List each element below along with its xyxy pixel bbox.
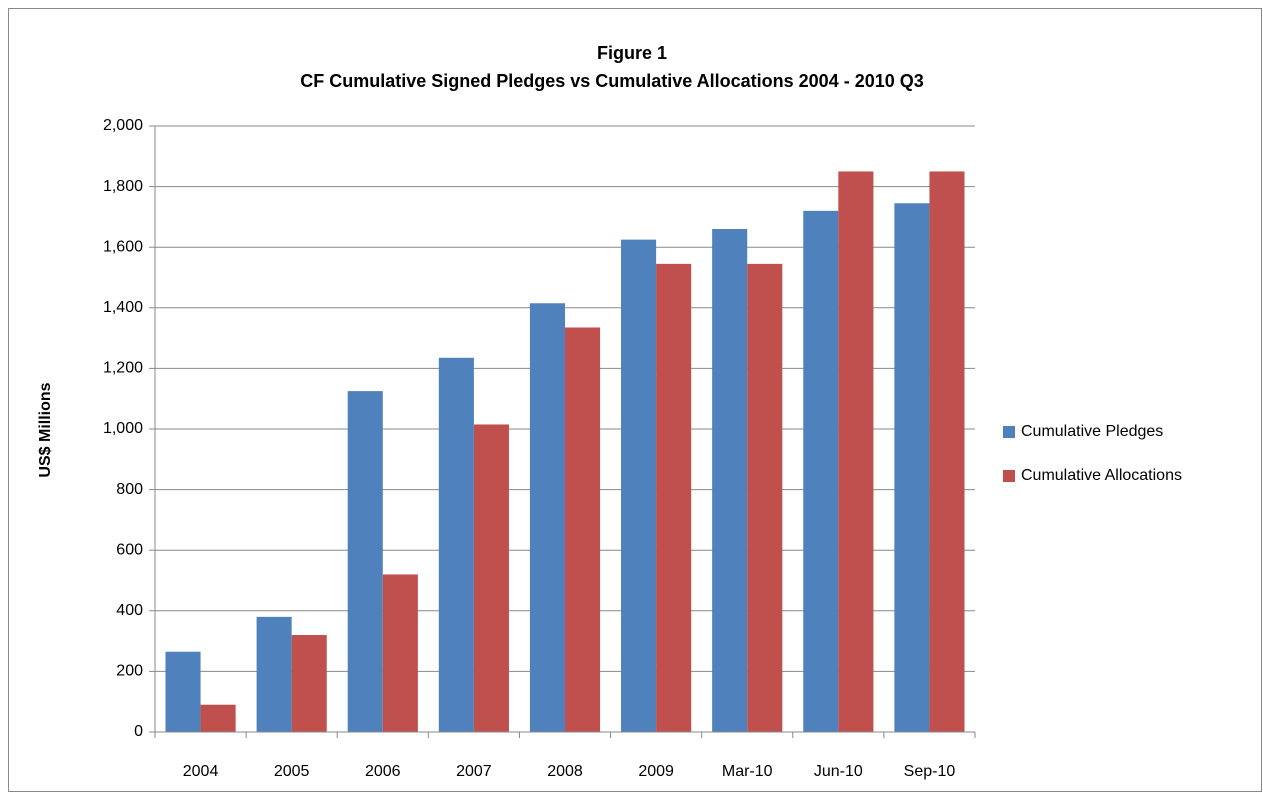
- y-tick-label: 2,000: [103, 117, 143, 134]
- x-tick-label: 2007: [456, 763, 492, 780]
- x-tick-label: Jun-10: [814, 763, 863, 780]
- y-tick-label: 1,200: [103, 360, 143, 377]
- bar: [894, 203, 930, 732]
- y-tick-label: 600: [116, 541, 143, 558]
- bar: [803, 210, 839, 733]
- bar: [621, 239, 657, 732]
- x-tick-label: 2008: [547, 763, 583, 780]
- bar: [165, 651, 201, 732]
- bar: [838, 171, 874, 732]
- x-tick-label: 2009: [638, 763, 674, 780]
- legend-swatch: [1003, 426, 1015, 438]
- bar: [747, 263, 783, 732]
- y-tick-label: 400: [116, 602, 143, 619]
- legend-label: Cumulative Pledges: [1021, 423, 1163, 440]
- bar: [256, 616, 292, 732]
- chart-title: Figure 1: [597, 43, 667, 63]
- y-axis-label: US$ Millions: [37, 382, 54, 477]
- x-tick-label: 2006: [365, 763, 401, 780]
- y-tick-label: 1,000: [103, 420, 143, 437]
- y-tick-label: 200: [116, 663, 143, 680]
- x-tick-label: 2004: [183, 763, 219, 780]
- y-tick-label: 1,600: [103, 238, 143, 255]
- y-tick-label: 800: [116, 481, 143, 498]
- y-tick-label: 1,800: [103, 178, 143, 195]
- legend-label: Cumulative Allocations: [1021, 467, 1182, 484]
- bar: [473, 424, 509, 732]
- bar: [438, 357, 474, 732]
- legend-swatch: [1003, 470, 1015, 482]
- bar: [347, 391, 383, 732]
- y-tick-label: 1,400: [103, 299, 143, 316]
- bar: [712, 229, 748, 732]
- x-tick-label: Mar-10: [722, 763, 773, 780]
- chart-subtitle: CF Cumulative Signed Pledges vs Cumulati…: [300, 71, 924, 91]
- bar: [929, 171, 965, 732]
- bar: [565, 327, 601, 732]
- x-tick-label: 2005: [274, 763, 310, 780]
- bar: [529, 303, 565, 732]
- x-tick-label: Sep-10: [904, 763, 956, 780]
- bar: [656, 263, 692, 732]
- y-tick-label: 0: [134, 723, 143, 740]
- bar: [200, 704, 236, 732]
- bar: [291, 635, 327, 732]
- bar: [382, 574, 418, 732]
